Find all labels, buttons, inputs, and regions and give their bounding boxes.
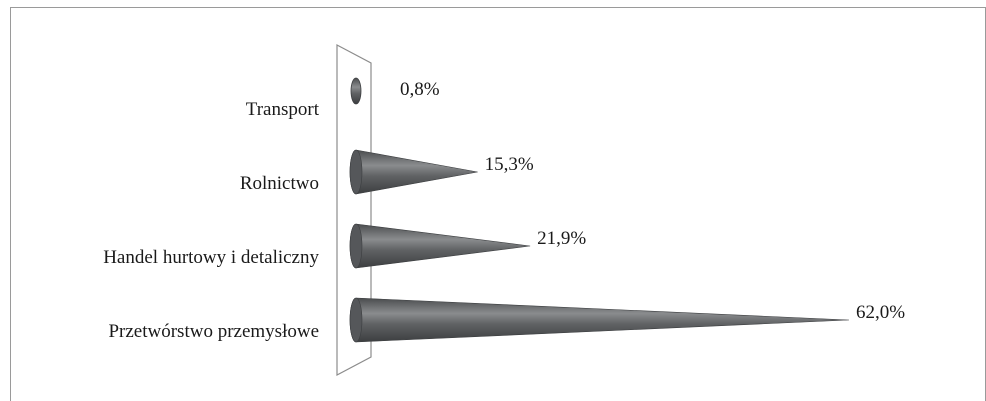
cone-bar [349, 149, 478, 195]
value-label: 21,9% [537, 228, 586, 249]
axis-wall [336, 44, 372, 376]
cone-bar [349, 223, 531, 269]
cone-bar [349, 297, 850, 343]
value-label: 15,3% [485, 154, 534, 175]
cone-base [349, 149, 363, 195]
category-label: Rolnictwo [240, 173, 319, 194]
category-label: Transport [246, 99, 320, 120]
category-label: Handel hurtowy i detaliczny [103, 247, 319, 268]
cone-base [349, 297, 363, 343]
cone-bar [350, 77, 362, 105]
bars-layer [349, 77, 850, 343]
labels-layer: Transport 0,8% Rolnictwo 15,3% Handel hurtow… [103, 79, 905, 342]
category-label: Przetwórstwo przemysłowe [108, 321, 319, 342]
value-label: 0,8% [400, 79, 440, 100]
value-label: 62,0% [856, 302, 905, 323]
cone-base [349, 223, 363, 269]
